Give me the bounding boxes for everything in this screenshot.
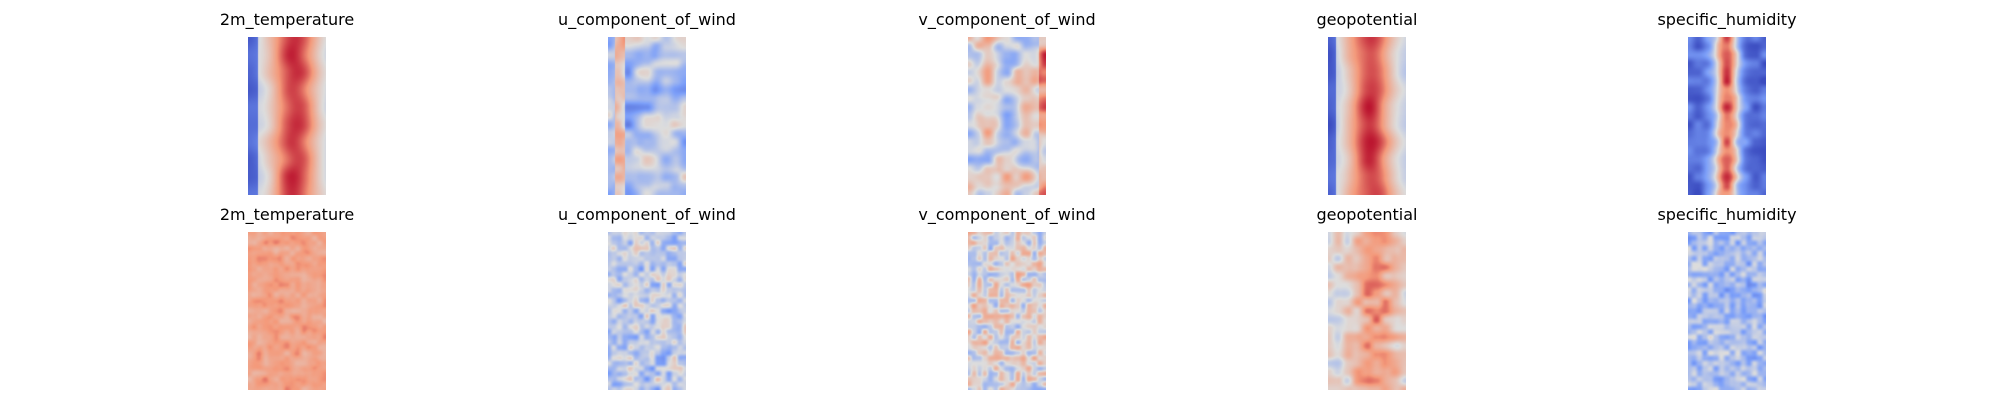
panel-title: 2m_temperature xyxy=(219,205,355,224)
panel-title: u_component_of_wind xyxy=(558,10,736,29)
heatmap-panel xyxy=(1328,37,1406,195)
heatmap-panel xyxy=(248,37,326,195)
panel-title: specific_humidity xyxy=(1657,10,1797,29)
heatmap-panel xyxy=(1688,232,1766,390)
panel-title: geopotential xyxy=(1316,10,1418,29)
heatmap-panel xyxy=(248,232,326,390)
heatmap-panel xyxy=(968,232,1046,390)
heatmap-panel xyxy=(608,37,686,195)
panel-title: specific_humidity xyxy=(1657,205,1797,224)
panel-title: 2m_temperature xyxy=(219,10,355,29)
heatmap-panel xyxy=(1328,232,1406,390)
panel-title: u_component_of_wind xyxy=(558,205,736,224)
heatmap-panel xyxy=(968,37,1046,195)
panel-title: v_component_of_wind xyxy=(918,205,1096,224)
panel-title: geopotential xyxy=(1316,205,1418,224)
heatmap-panel xyxy=(1688,37,1766,195)
panel-title: v_component_of_wind xyxy=(918,10,1096,29)
heatmap-panel xyxy=(608,232,686,390)
